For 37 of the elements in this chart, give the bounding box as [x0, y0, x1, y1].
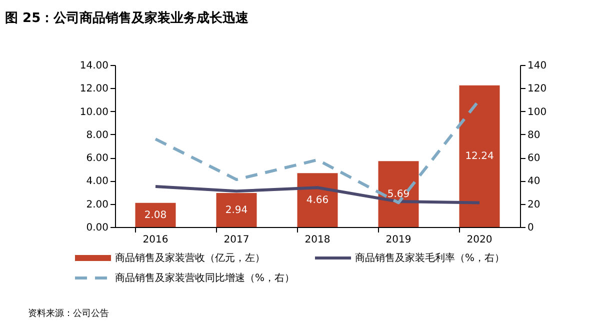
chart-title: 图 25：公司商品销售及家装业务成长迅速	[5, 10, 250, 26]
x-tick-label: 2016	[142, 234, 168, 246]
y-tick-label: 8.00	[86, 130, 108, 141]
bar	[297, 173, 338, 227]
x-tick-label: 2019	[386, 234, 412, 246]
x-tick-label: 2020	[466, 234, 492, 246]
y2-tick-label: 0	[528, 222, 534, 234]
y2-tick-label: 40	[528, 176, 540, 188]
bar	[378, 161, 419, 227]
y-tick-label: 4.00	[86, 176, 108, 188]
y-tick-label: 12.00	[80, 84, 108, 95]
data-label: 5.69	[387, 189, 410, 200]
y-tick-label: 10.00	[80, 106, 108, 118]
data-label: 12.24	[465, 151, 494, 162]
y-tick-label: 14.00	[80, 60, 108, 72]
y2-tick-label: 60	[528, 153, 540, 164]
data-label: 4.66	[306, 195, 329, 206]
y2-tick-label: 120	[528, 84, 547, 95]
y2-tick-label: 140	[528, 60, 547, 72]
data-label: 2.94	[225, 204, 248, 216]
legend-label: 商品销售及家装毛利率（%，右）	[355, 252, 505, 264]
bar	[135, 202, 176, 227]
y-tick-label: 6.00	[86, 153, 108, 164]
y2-tick-label: 20	[528, 199, 540, 210]
x-tick-label: 2017	[224, 234, 250, 246]
bar	[216, 192, 257, 227]
data-label: 2.08	[144, 210, 167, 221]
text: 资料来源：公司公告	[28, 308, 109, 319]
y-tick-label: 0.00	[86, 222, 108, 234]
y-tick-label: 2.00	[86, 199, 108, 210]
y2-tick-label: 100	[528, 106, 547, 118]
y2-tick-label: 80	[528, 130, 540, 141]
legend-label: 商品销售及家装营收（亿元，左）	[115, 252, 265, 264]
line-series	[154, 185, 481, 204]
bar	[459, 85, 500, 227]
legend-label: 商品销售及家装营收同比增速（%，右）	[115, 272, 295, 284]
x-tick-label: 2018	[304, 234, 330, 246]
